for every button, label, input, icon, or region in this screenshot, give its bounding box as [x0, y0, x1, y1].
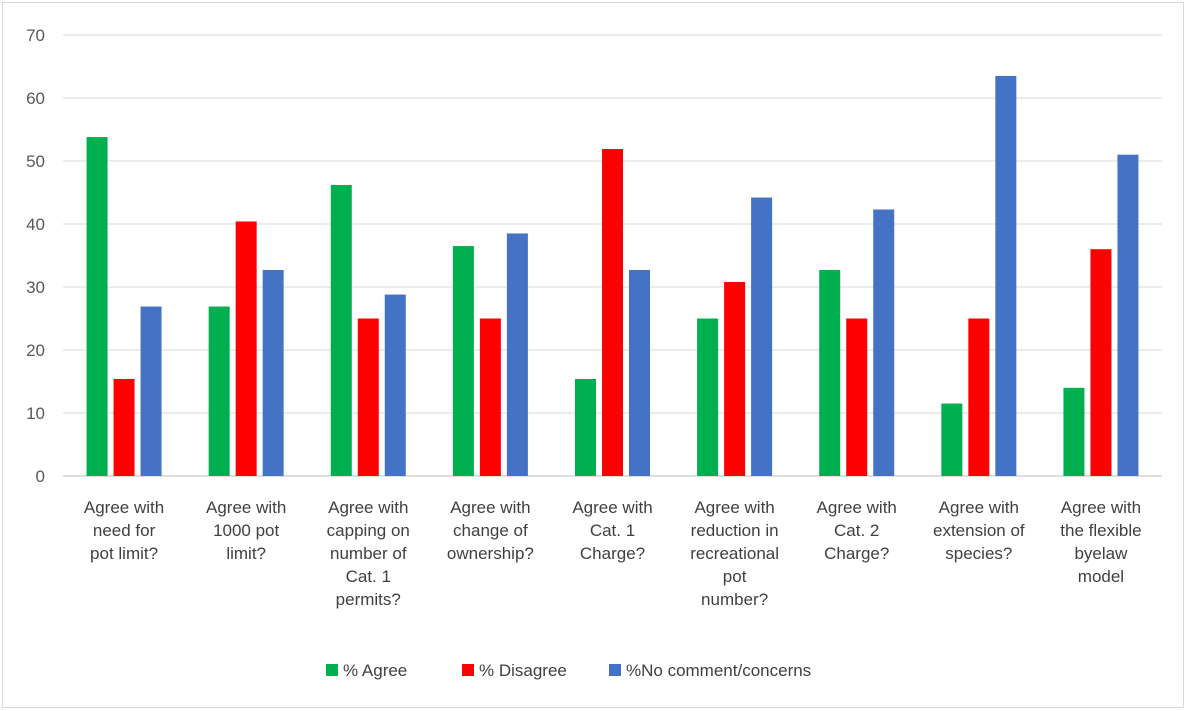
bars [86, 75, 1139, 477]
x-category-label: Agree with the flexible byelaw model [1060, 498, 1141, 586]
bar [575, 378, 596, 476]
legend: % Agree % Disagree %No comment/concerns [326, 661, 811, 680]
y-tick-label: 20 [26, 341, 45, 360]
x-category-label-line: Charge? [824, 544, 889, 563]
bar [208, 306, 230, 476]
y-tick-label: 50 [26, 152, 45, 171]
x-category-label-line: Agree with [206, 498, 286, 517]
legend-label: % Agree [343, 661, 407, 680]
x-category-label-line: Cat. 1 [590, 521, 635, 540]
y-tick-label: 60 [26, 89, 45, 108]
bar [629, 269, 650, 476]
x-category-label-line: permits? [336, 590, 401, 609]
legend-swatch [326, 664, 338, 676]
bar [697, 318, 719, 476]
legend-swatch [462, 664, 474, 676]
bar [968, 318, 990, 476]
x-category-label-line: extension of [933, 521, 1025, 540]
bar [140, 306, 162, 476]
x-category-label-line: recreational [690, 544, 779, 563]
x-category-label-line: model [1078, 567, 1124, 586]
x-category-label-line: number? [701, 590, 768, 609]
x-category-label-line: the flexible [1060, 521, 1141, 540]
x-category-label: Agree with need for pot limit? [84, 498, 164, 563]
bar [235, 221, 257, 476]
bar [819, 269, 841, 476]
bar [724, 281, 746, 476]
bar [86, 137, 108, 476]
x-category-label-line: species? [945, 544, 1012, 563]
bar [995, 75, 1017, 476]
x-category-label: Agree with extension of species? [933, 498, 1025, 563]
x-category-label: Agree with change of ownership? [447, 498, 534, 563]
bar [506, 233, 528, 476]
bar [1063, 387, 1085, 476]
x-category-label: Agree with Cat. 2 Charge? [817, 498, 897, 563]
y-axis: 0 10 20 30 40 50 60 70 [26, 26, 45, 486]
x-category-label-line: ownership? [447, 544, 534, 563]
y-tick-label: 70 [26, 26, 45, 45]
y-tick-label: 40 [26, 215, 45, 234]
x-category-label-line: pot [723, 567, 747, 586]
x-category-label-line: 1000 pot [213, 521, 279, 540]
x-category-label-line: Agree with [1061, 498, 1141, 517]
bar [1117, 154, 1139, 476]
x-category-label: Agree with reduction in recreational pot num… [690, 498, 779, 609]
bar [452, 246, 474, 476]
bar [846, 318, 868, 476]
x-category-label-line: limit? [226, 544, 266, 563]
bar [1090, 249, 1112, 476]
bar [384, 294, 406, 476]
x-category-label: Agree with capping on number of Cat. 1 permi… [327, 498, 410, 609]
legend-label: %No comment/concerns [626, 661, 811, 680]
x-category-label-line: Charge? [580, 544, 645, 563]
bar [357, 318, 379, 476]
bar [330, 184, 352, 476]
x-category-label-line: Agree with [817, 498, 897, 517]
x-category-label-line: Cat. 2 [834, 521, 879, 540]
x-category-label-line: change of [453, 521, 528, 540]
x-category-label-line: byelaw [1074, 544, 1128, 563]
x-category-label-line: capping on [327, 521, 410, 540]
bar [262, 269, 284, 476]
x-category-label-line: Cat. 1 [346, 567, 391, 586]
x-axis: Agree with need for pot limit? Agree with 10… [84, 498, 1142, 609]
bar [941, 403, 963, 476]
bar [873, 209, 895, 476]
x-category-label-line: Agree with [939, 498, 1019, 517]
bar [751, 197, 773, 477]
legend-label: % Disagree [479, 661, 567, 680]
y-tick-label: 10 [26, 404, 45, 423]
bar [113, 378, 135, 476]
x-category-label-line: Agree with [84, 498, 164, 517]
y-tick-label: 30 [26, 278, 45, 297]
x-category-label-line: pot limit? [90, 544, 158, 563]
x-category-label: Agree with 1000 pot limit? [206, 498, 286, 563]
bar [479, 318, 501, 476]
x-category-label-line: Agree with [572, 498, 652, 517]
legend-swatch [609, 664, 621, 676]
x-category-label-line: number of [330, 544, 407, 563]
x-category-label-line: Agree with [694, 498, 774, 517]
x-category-label-line: Agree with [328, 498, 408, 517]
bar [602, 149, 623, 476]
y-tick-label: 0 [36, 467, 45, 486]
x-category-label-line: need for [93, 521, 156, 540]
x-category-label-line: reduction in [691, 521, 779, 540]
x-category-label-line: Agree with [450, 498, 530, 517]
x-category-label: Agree with Cat. 1 Charge? [572, 498, 652, 563]
